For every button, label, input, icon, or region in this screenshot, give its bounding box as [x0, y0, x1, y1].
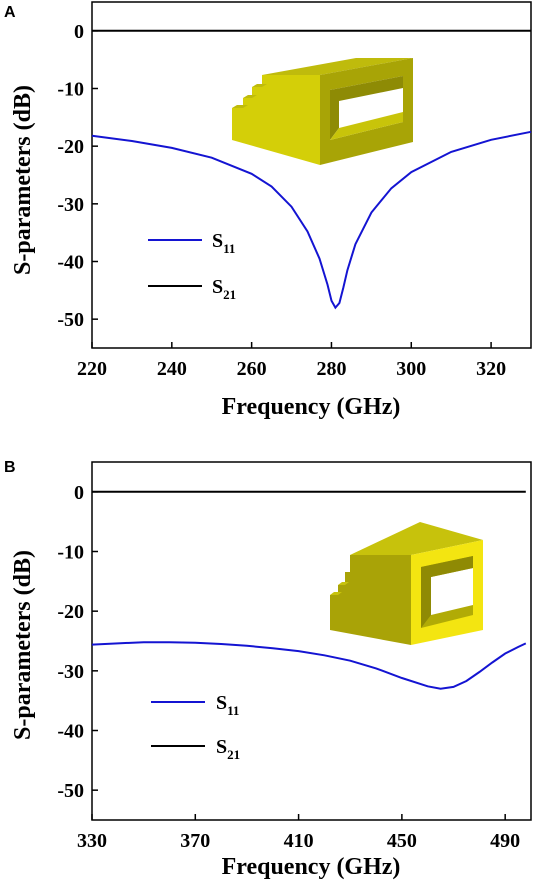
x-tick-label: 220 [77, 358, 107, 380]
x-tick-label: 320 [476, 358, 506, 380]
x-ticks-b: 330 370 410 450 490 [77, 814, 520, 852]
y-tick-label: -50 [57, 780, 84, 802]
y-ticks-a: 0 -10 -20 -30 -40 -50 [57, 21, 98, 331]
axes-frame-b [91, 461, 532, 821]
y-tick-label: -10 [57, 542, 84, 564]
x-tick-label: 410 [284, 830, 314, 852]
legend-s21-label-a: S21 [212, 276, 236, 302]
panel-a-letter: A [4, 4, 16, 21]
legend-b: S11 S21 [151, 692, 240, 762]
x-axis-title-b: Frequency (GHz) [222, 854, 401, 880]
series-s11-line-a [91, 130, 532, 310]
legend-a: S11 S21 [148, 230, 236, 302]
x-axis-title-a: Frequency (GHz) [222, 394, 401, 420]
panel-a: A 0 -10 -20 -30 -40 -50 220 240 260 280 300 320 [4, 1, 532, 420]
y-tick-label: -20 [57, 136, 84, 158]
y-axis-title-a: S-parameters (dB) [10, 85, 36, 275]
x-tick-label: 330 [77, 830, 107, 852]
x-tick-label: 260 [237, 358, 267, 380]
x-tick-label: 370 [180, 830, 210, 852]
legend-s11-label-a: S11 [212, 230, 235, 256]
y-tick-label: -50 [57, 309, 84, 331]
x-tick-label: 450 [387, 830, 417, 852]
y-tick-label: -30 [57, 661, 84, 683]
y-tick-label: -40 [57, 721, 84, 743]
series-s11-line-b [91, 641, 527, 690]
y-ticks-b: 0 -10 -20 -30 -40 -50 [57, 482, 98, 802]
waveguide-model-image-a [232, 58, 413, 165]
x-tick-label: 300 [396, 358, 426, 380]
x-ticks-a: 220 240 260 280 300 320 [77, 342, 506, 380]
legend-s21-label-b: S21 [216, 736, 240, 762]
x-tick-label: 280 [316, 358, 346, 380]
waveguide-model-image-b [330, 522, 483, 645]
y-tick-label: -10 [57, 79, 84, 101]
axes-frame-a [91, 1, 532, 349]
panel-b: B 0 -10 -20 -30 -40 -50 330 370 410 450 490 S11 [4, 459, 532, 880]
y-axis-title-b: S-parameters (dB) [10, 550, 36, 740]
x-tick-label: 240 [157, 358, 187, 380]
y-tick-label: -20 [57, 601, 84, 623]
legend-s11-label-b: S11 [216, 692, 239, 718]
x-tick-label: 490 [490, 830, 520, 852]
y-tick-label: -30 [57, 194, 84, 216]
y-tick-label: -40 [57, 252, 84, 274]
y-tick-label: 0 [74, 482, 84, 504]
panel-b-letter: B [4, 459, 16, 476]
y-tick-label: 0 [74, 21, 84, 43]
